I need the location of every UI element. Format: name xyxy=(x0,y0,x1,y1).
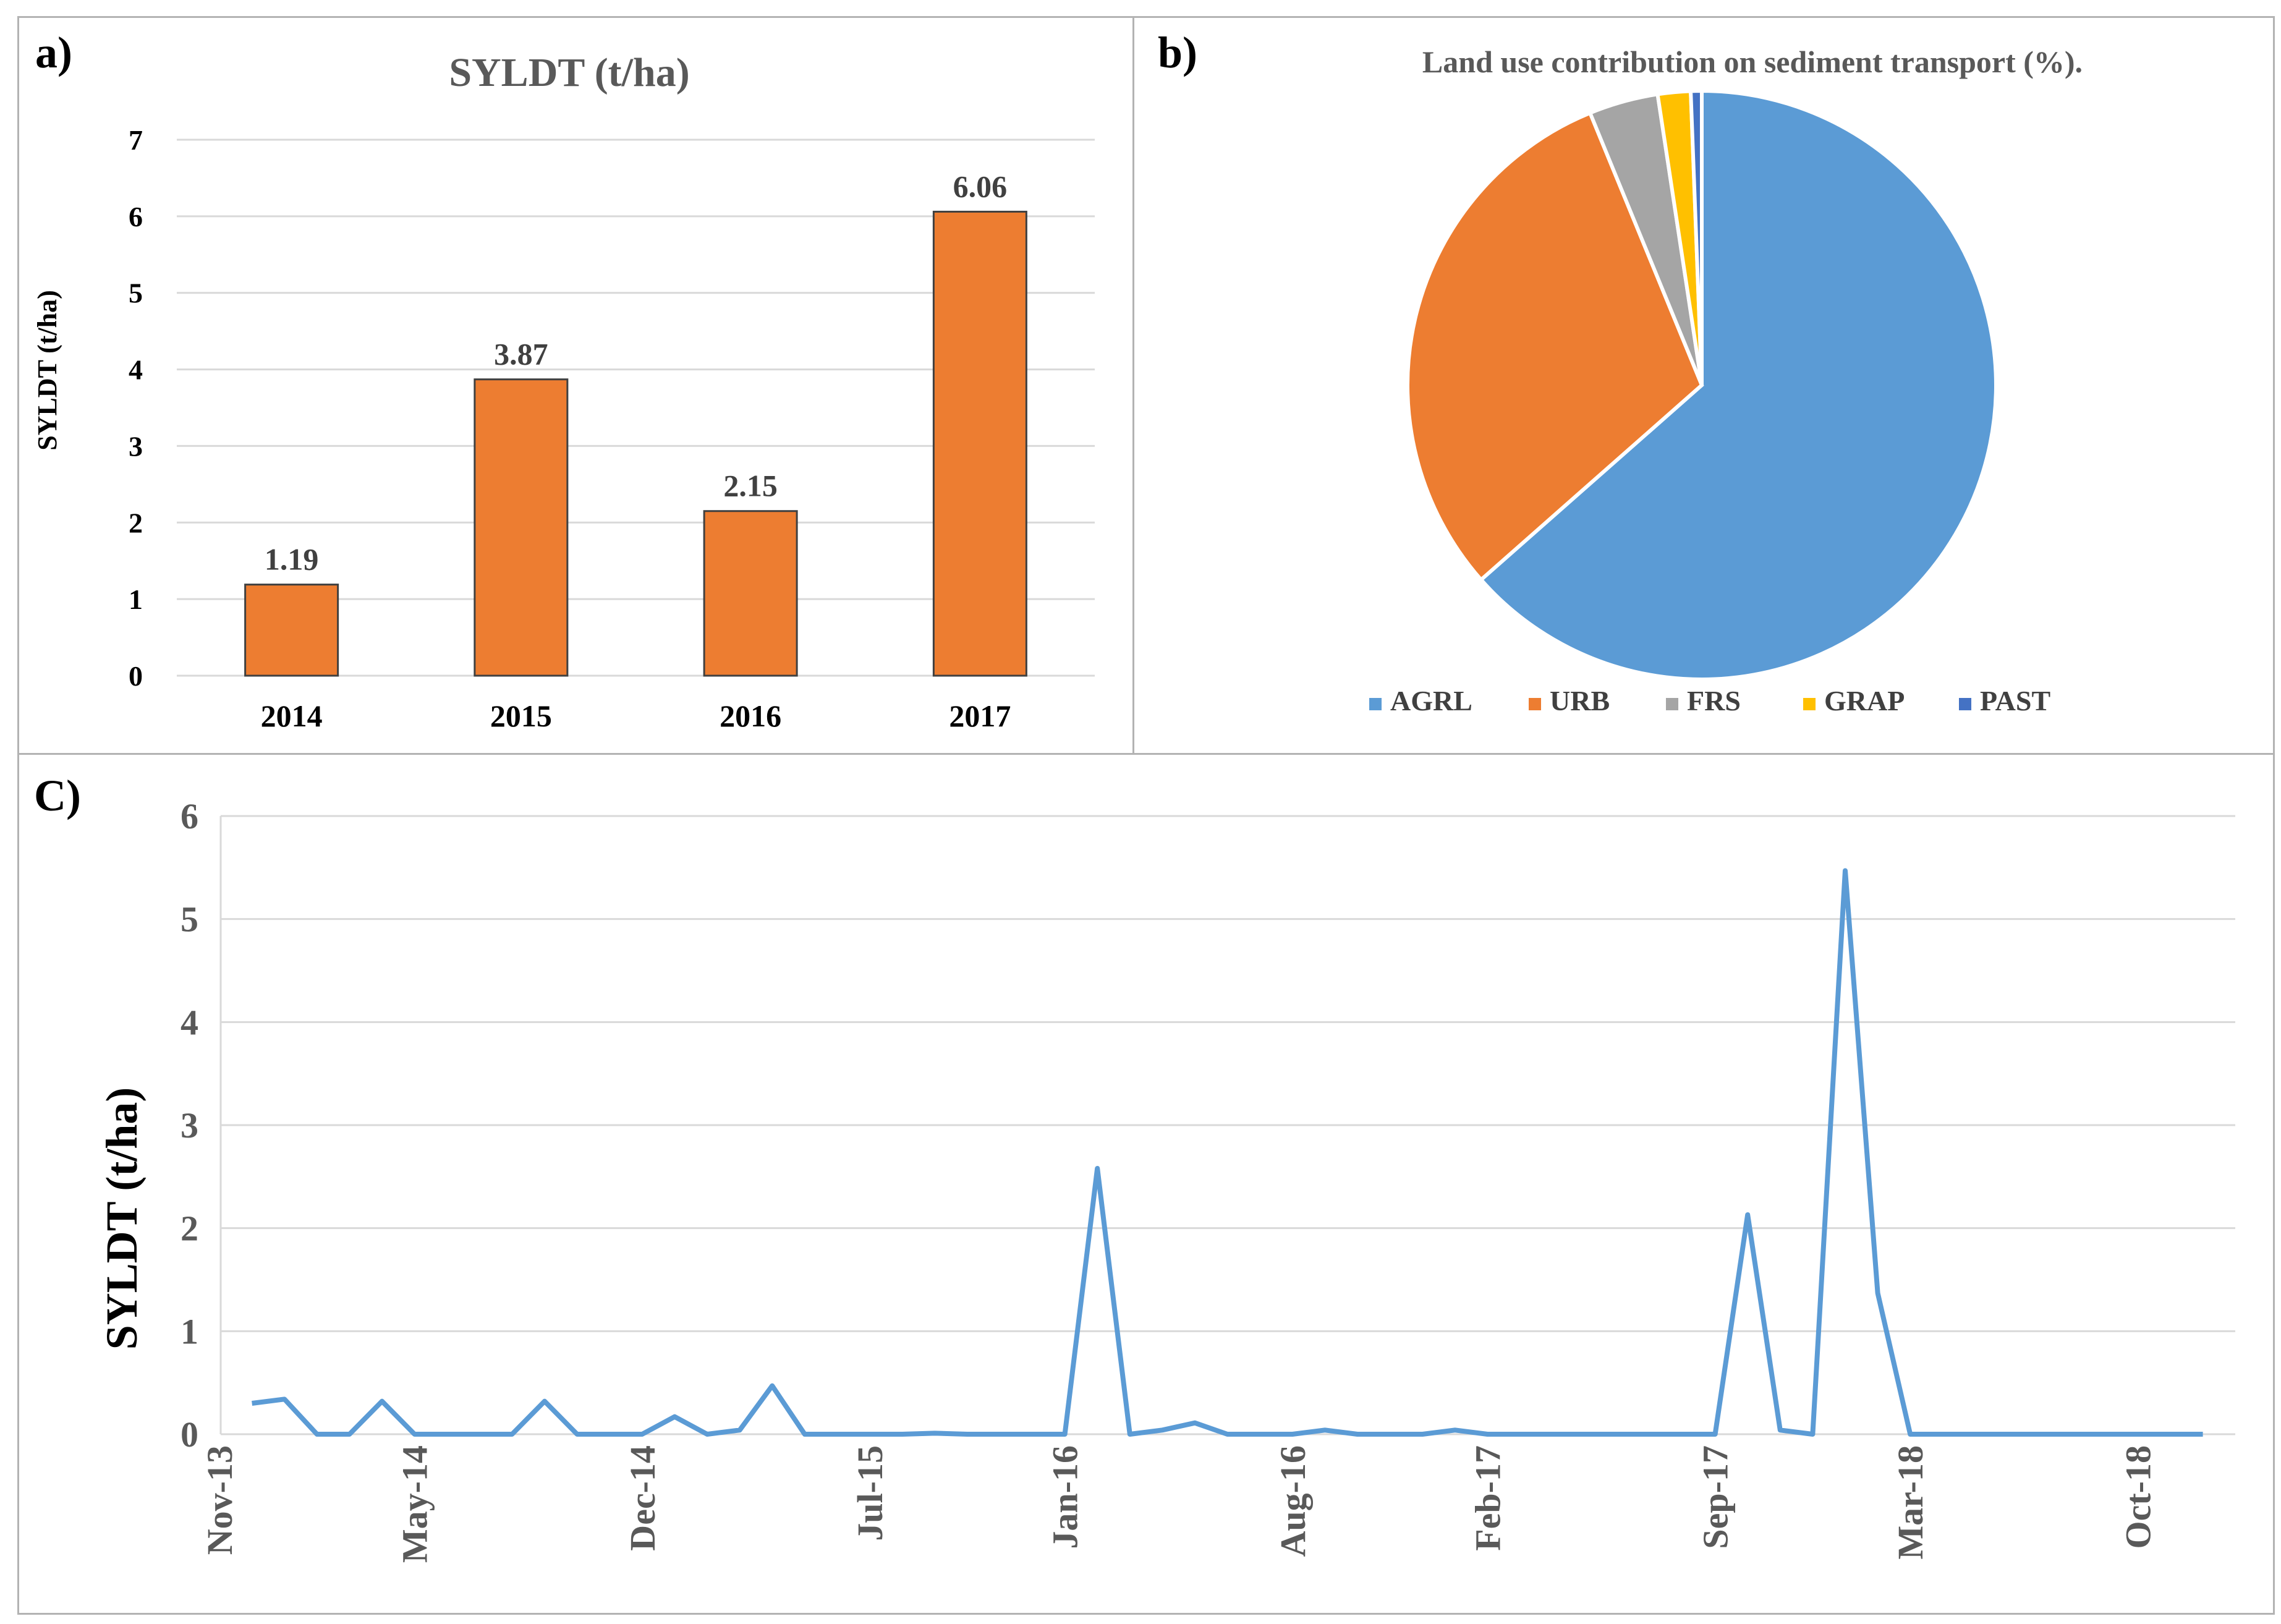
x-tick-label: Sep-17 xyxy=(1696,1445,1736,1549)
panel-a-bar-chart: a) SYLDT (t/ha) SYLDT (t/ha) 0 1 2 3 4 5 6 7 1.… xyxy=(17,16,1135,755)
pie-slices xyxy=(1406,88,1998,681)
category-label: 2016 xyxy=(720,699,781,733)
bar-chart-svg: a) SYLDT (t/ha) SYLDT (t/ha) 0 1 2 3 4 5 6 7 1.… xyxy=(32,28,1095,733)
y-axis-label: SYLDT (t/ha) xyxy=(97,1087,147,1350)
gridlines xyxy=(219,815,2235,1435)
legend-label: FRS xyxy=(1687,685,1741,716)
bar xyxy=(474,378,569,677)
y-tick-label: 3 xyxy=(181,1105,198,1146)
panel-c-line-chart: C) SYLDT (t/ha) 0 1 2 3 4 5 6 Nov-13 May-14 Dec-… xyxy=(17,753,2275,1615)
y-tick-label: 3 xyxy=(129,430,143,462)
panel-a-letter: a) xyxy=(35,28,72,77)
panel-b-letter: b) xyxy=(1158,28,1197,77)
legend-label: URB xyxy=(1550,685,1610,716)
y-tick-label: 6 xyxy=(181,796,198,836)
x-tick-label: Dec-14 xyxy=(622,1445,663,1551)
y-tick-labels: 0 1 2 3 4 5 6 xyxy=(181,796,198,1455)
panel-b-pie-chart: b) Land use contribution on sediment tra… xyxy=(1132,16,2275,755)
legend-label: AGRL xyxy=(1390,685,1472,716)
y-tick-label: 0 xyxy=(181,1414,198,1455)
panel-c-letter: C) xyxy=(34,771,81,820)
data-label: 3.87 xyxy=(494,337,548,372)
y-tick-label: 4 xyxy=(129,354,143,386)
x-tick-label: Mar-18 xyxy=(1890,1445,1931,1560)
x-tick-label: Aug-16 xyxy=(1273,1445,1313,1557)
x-tick-label: Jan-16 xyxy=(1045,1445,1085,1549)
legend-swatch xyxy=(1803,698,1816,710)
y-tick-label: 0 xyxy=(129,660,143,692)
bars xyxy=(244,210,1027,677)
data-label: 6.06 xyxy=(953,169,1008,203)
pie-slice xyxy=(1478,88,1998,681)
y-tick-label: 7 xyxy=(129,124,143,156)
data-labels: 1.19 3.87 2.15 6.06 xyxy=(265,169,1007,576)
legend: AGRL URB FRS GRAP PAST xyxy=(1369,685,2050,716)
category-label: 2015 xyxy=(490,699,552,733)
data-label: 2.15 xyxy=(723,469,778,503)
legend-swatch xyxy=(1666,698,1678,710)
line-chart-svg: C) SYLDT (t/ha) 0 1 2 3 4 5 6 Nov-13 May-14 Dec-… xyxy=(34,771,2235,1563)
data-label: 1.19 xyxy=(265,542,319,577)
y-tick-label: 5 xyxy=(129,278,143,309)
category-label: 2014 xyxy=(261,699,323,733)
bar xyxy=(932,210,1027,677)
x-tick-label: Nov-13 xyxy=(200,1445,240,1555)
chart-title: SYLDT (t/ha) xyxy=(449,50,689,95)
bar xyxy=(244,584,339,677)
series-line xyxy=(252,868,2203,1437)
pie-slice xyxy=(1688,88,1704,386)
x-tick-label: May-14 xyxy=(395,1445,435,1563)
y-tick-label: 5 xyxy=(181,899,198,940)
legend-swatch xyxy=(1529,698,1541,710)
y-tick-label: 1 xyxy=(181,1311,198,1351)
legend-label: GRAP xyxy=(1824,685,1905,716)
y-tick-labels: 0 1 2 3 4 5 6 7 xyxy=(129,124,143,692)
legend-swatch xyxy=(1959,698,1971,710)
x-tick-labels: Nov-13 May-14 Dec-14 Jul-15 Jan-16 Aug-16 Feb-… xyxy=(200,1445,2158,1563)
series-line-path xyxy=(252,868,2203,1437)
category-label: 2017 xyxy=(949,699,1011,733)
pie-chart-svg: b) Land use contribution on sediment tra… xyxy=(1158,28,2083,716)
x-tick-label: Feb-17 xyxy=(1468,1445,1508,1551)
pie-slice xyxy=(1406,110,1704,583)
bar xyxy=(703,510,798,677)
y-tick-label: 1 xyxy=(129,584,143,615)
y-tick-label: 4 xyxy=(181,1002,198,1042)
x-tick-label: Jul-15 xyxy=(850,1445,890,1541)
chart-title: Land use contribution on sediment transp… xyxy=(1422,45,2083,79)
y-tick-label: 2 xyxy=(181,1209,198,1249)
legend-swatch xyxy=(1369,698,1382,710)
y-tick-label: 6 xyxy=(129,201,143,232)
y-axis-label: SYLDT (t/ha) xyxy=(32,290,62,451)
y-tick-label: 2 xyxy=(129,507,143,538)
legend-label: PAST xyxy=(1980,685,2050,716)
x-tick-label: Oct-18 xyxy=(2118,1445,2158,1549)
category-labels: 2014 2015 2016 2017 xyxy=(261,699,1011,733)
